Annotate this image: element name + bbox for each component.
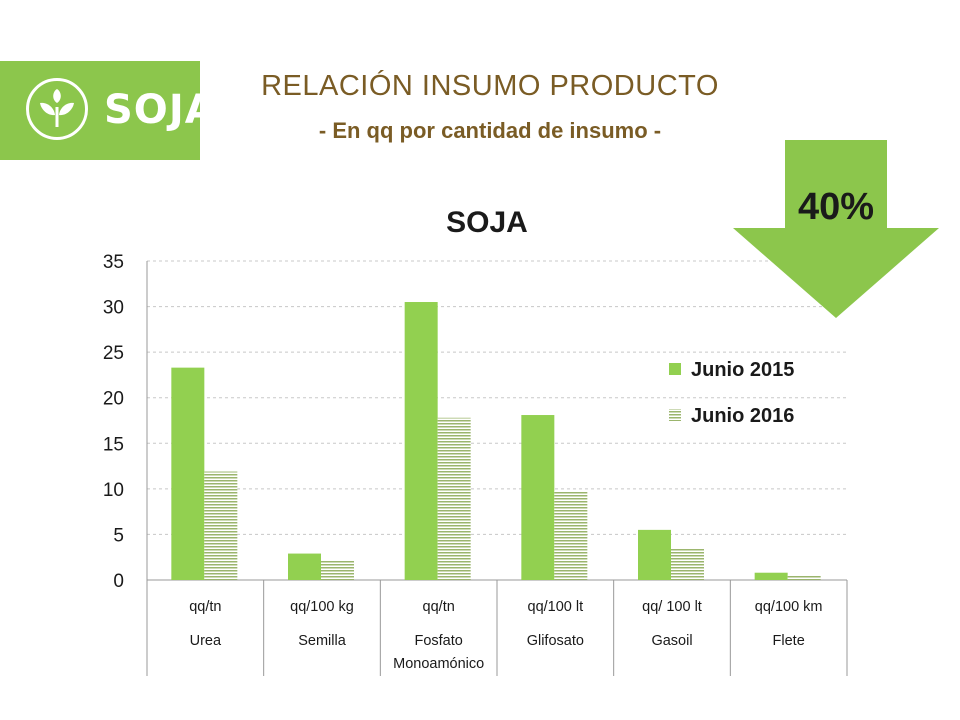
y-tick-label: 15 — [103, 434, 124, 455]
page-title: RELACIÓN INSUMO PRODUCTO — [261, 70, 719, 102]
y-tick-label: 20 — [103, 389, 124, 410]
legend-swatch — [669, 409, 681, 421]
bar-junio-2016 — [437, 417, 471, 580]
x-tick-category-label: Urea — [190, 633, 222, 649]
bar-junio-2015 — [638, 529, 671, 580]
legend-label: Junio 2016 — [691, 405, 794, 427]
sprout-icon — [26, 78, 88, 140]
y-tick-label: 35 — [103, 252, 124, 273]
x-tick-unit-label: qq/tn — [423, 599, 455, 615]
page-subtitle: - En qq por cantidad de insumo - — [318, 118, 662, 143]
legend-label: Junio 2015 — [691, 359, 794, 381]
down-arrow-icon — [733, 140, 939, 318]
legend-swatch — [669, 363, 681, 375]
x-tick-category-label: Semilla — [298, 633, 346, 649]
x-tick-category-label: Gasoil — [651, 633, 692, 649]
bar-junio-2015 — [754, 572, 788, 580]
x-tick-unit-label: qq/ 100 lt — [642, 599, 702, 615]
bar-junio-2016 — [554, 490, 588, 580]
bar-junio-2015 — [171, 367, 205, 580]
y-tick-label: 0 — [113, 571, 124, 592]
y-tick-label: 10 — [103, 480, 124, 501]
y-tick-label: 30 — [103, 298, 124, 319]
x-tick-unit-label: qq/100 lt — [528, 599, 584, 615]
x-tick-unit-label: qq/100 kg — [290, 599, 354, 615]
bar-junio-2015 — [404, 302, 438, 580]
bar-junio-2016 — [321, 560, 354, 580]
bar-junio-2016 — [671, 549, 704, 580]
chart-title: SOJA — [446, 206, 528, 239]
bar-junio-2015 — [288, 553, 321, 580]
x-tick-category-label: Flete — [773, 633, 805, 649]
bar-junio-2016 — [787, 575, 821, 580]
x-tick-unit-label: qq/tn — [189, 599, 221, 615]
y-tick-label: 25 — [103, 343, 124, 364]
soja-logo: SOJA — [0, 61, 216, 160]
callout-value: 40% — [797, 186, 875, 228]
bar-junio-2015 — [521, 415, 555, 580]
y-tick-label: 5 — [113, 525, 124, 546]
logo-text: SOJA — [104, 87, 217, 133]
bar-junio-2016 — [204, 471, 238, 580]
x-tick-category-label: Fosfato — [414, 633, 462, 649]
x-tick-category-label: Monoamónico — [393, 656, 484, 672]
x-tick-unit-label: qq/100 km — [755, 599, 823, 615]
down-arrow-callout: 40% — [733, 140, 939, 320]
x-tick-category-label: Glifosato — [527, 633, 584, 649]
